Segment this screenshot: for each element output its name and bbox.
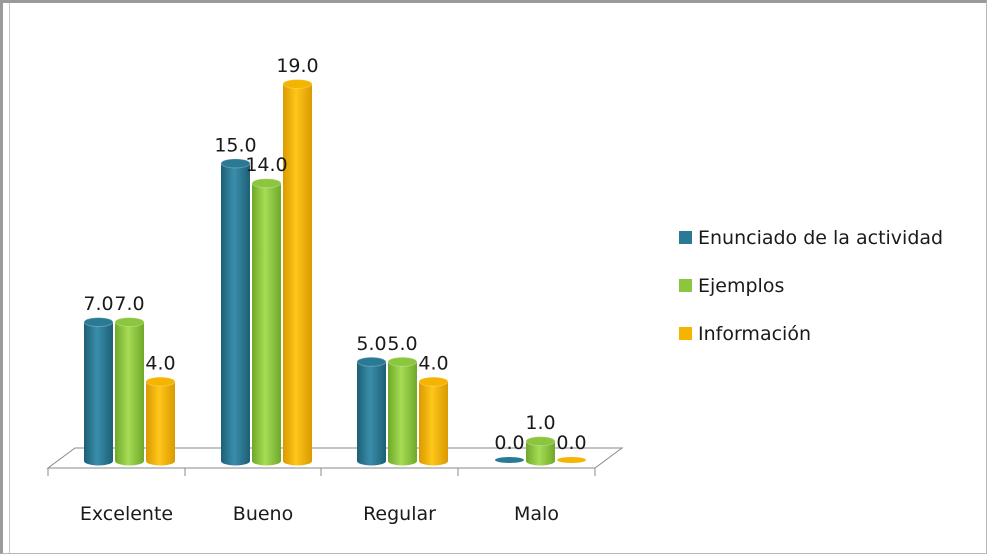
legend-label-1: Enunciado de la actividad	[698, 227, 943, 249]
data-label-bueno-series-1: 15.0	[214, 134, 256, 156]
x-axis-ticks	[47, 468, 596, 476]
legend-swatch-2	[679, 279, 692, 292]
bar-regular-series-3	[418, 376, 449, 466]
legend-item-2: Ejemplos	[679, 275, 784, 297]
legend-swatch-3	[679, 327, 692, 340]
data-label-malo-series-2: 1.0	[525, 412, 555, 434]
legend-item-1: Enunciado de la actividad	[679, 227, 943, 249]
bar-malo-series-2	[525, 436, 556, 466]
bar-excelente-series-1	[83, 317, 114, 466]
data-label-malo-series-3: 0.0	[556, 432, 586, 454]
data-label-excelente-series-2: 7.0	[114, 293, 144, 315]
bar-bueno-series-3	[282, 79, 313, 466]
category-label-regular: Regular	[363, 503, 436, 525]
data-label-bueno-series-2: 14.0	[245, 154, 287, 176]
bar-excelente-series-2	[114, 317, 145, 466]
bars-group	[83, 79, 586, 466]
bar-malo-series-1	[495, 457, 524, 463]
data-label-excelente-series-1: 7.0	[83, 293, 113, 315]
legend-swatch-1	[679, 231, 692, 244]
bar-regular-series-2	[387, 356, 418, 466]
data-label-malo-series-1: 0.0	[494, 432, 524, 454]
legend-label-2: Ejemplos	[698, 275, 784, 297]
category-label-bueno: Bueno	[233, 503, 293, 525]
data-label-regular-series-1: 5.0	[356, 333, 386, 355]
data-labels-group: 7.0 7.04.015.014.019.05.0 5.04.00.01.00.0	[83, 55, 586, 454]
bar-bueno-series-1	[220, 158, 251, 466]
category-label-excelente: Excelente	[80, 503, 173, 525]
data-label-excelente-series-3: 4.0	[145, 353, 175, 375]
data-label-regular-series-2: 5.0	[387, 333, 417, 355]
legend-item-3: Información	[679, 323, 811, 345]
bar-bueno-series-2	[251, 178, 282, 466]
data-label-regular-series-3: 4.0	[418, 353, 448, 375]
bar-regular-series-1	[356, 356, 387, 466]
bar-malo-series-3	[557, 457, 586, 463]
data-label-bueno-series-3: 19.0	[276, 55, 318, 77]
bar-excelente-series-3	[145, 376, 176, 466]
legend-label-3: Información	[698, 323, 811, 345]
category-labels-group: Excelente Bueno Regular Malo	[80, 503, 559, 525]
legend: Enunciado de la actividad Ejemplos Informa…	[679, 227, 943, 345]
category-label-malo: Malo	[514, 503, 559, 525]
